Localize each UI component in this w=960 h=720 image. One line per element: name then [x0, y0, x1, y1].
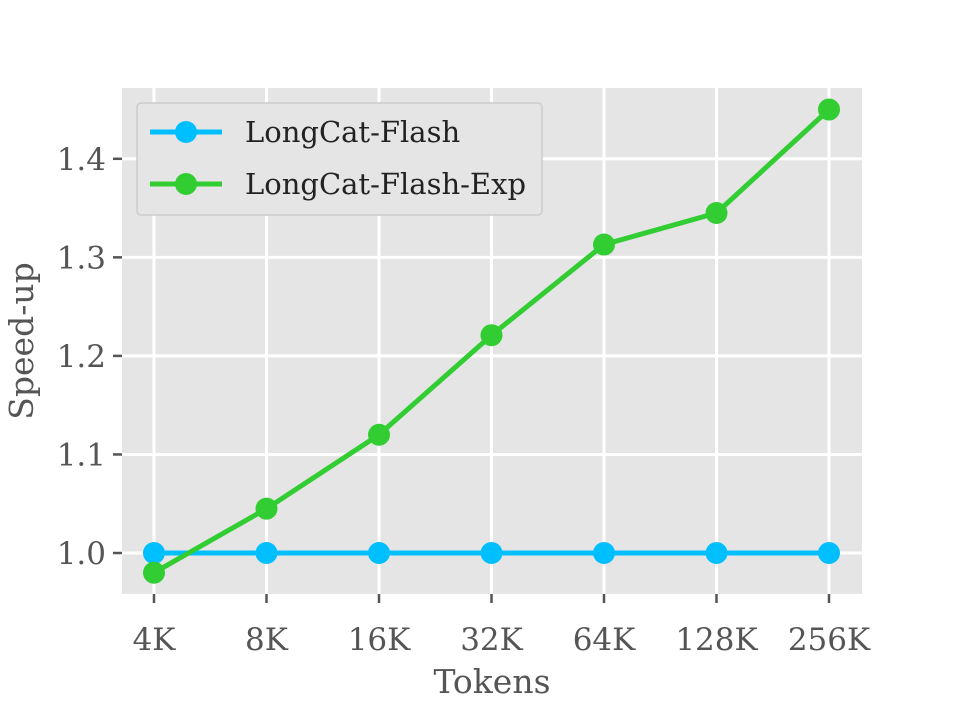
x-tick-label-128K: 128K: [675, 622, 758, 658]
data-point-longcat-flash-8K: [255, 542, 278, 564]
data-point-longcat-flash-exp-8K: [255, 497, 278, 520]
x-tick-label-4K: 4K: [133, 622, 177, 658]
legend-label-longcat-flash-exp: LongCat-Flash-Exp: [245, 167, 526, 201]
x-tick-label-32K: 32K: [460, 622, 523, 658]
data-point-longcat-flash-16K: [368, 542, 390, 564]
legend-box: [136, 102, 543, 216]
data-point-longcat-flash-exp-128K: [705, 202, 728, 225]
x-axis-ticks: 4K 8K 16K 32K 64K 128K 256K: [133, 594, 871, 658]
x-tick-label-64K: 64K: [573, 622, 636, 658]
data-point-longcat-flash-exp-256K: [818, 98, 840, 121]
x-axis-label: Tokens: [433, 662, 550, 701]
y-tick-label-1.2: 1.2: [57, 339, 106, 375]
x-tick-label-16K: 16K: [348, 622, 411, 658]
data-point-longcat-flash-128K: [705, 542, 728, 564]
y-tick-label-1.3: 1.3: [57, 240, 106, 276]
legend-label-longcat-flash: LongCat-Flash: [245, 115, 460, 149]
data-point-longcat-flash-exp-64K: [593, 233, 615, 256]
y-axis-label: Speed-up: [2, 262, 41, 419]
data-point-longcat-flash-exp-16K: [368, 423, 390, 446]
data-point-longcat-flash-exp-4K: [143, 561, 165, 584]
data-point-longcat-flash-64K: [593, 542, 615, 564]
y-tick-label-1.4: 1.4: [57, 142, 106, 178]
legend-marker-longcat-flash-exp: [175, 173, 197, 195]
legend: LongCat-Flash LongCat-Flash-Exp: [136, 102, 543, 216]
y-tick-label-1.1: 1.1: [57, 437, 106, 473]
data-point-longcat-flash-4K: [143, 542, 165, 564]
series-lines: [143, 98, 840, 584]
y-axis-ticks: 1.0 1.1 1.2 1.3 1.4: [57, 142, 122, 572]
legend-marker-longcat-flash: [175, 121, 197, 143]
data-point-longcat-flash-32K: [480, 542, 503, 564]
data-point-longcat-flash-exp-32K: [480, 324, 503, 347]
x-tick-label-8K: 8K: [245, 622, 289, 658]
x-tick-label-256K: 256K: [788, 622, 871, 658]
y-tick-label-1.0: 1.0: [57, 536, 106, 572]
data-point-longcat-flash-256K: [818, 542, 840, 564]
